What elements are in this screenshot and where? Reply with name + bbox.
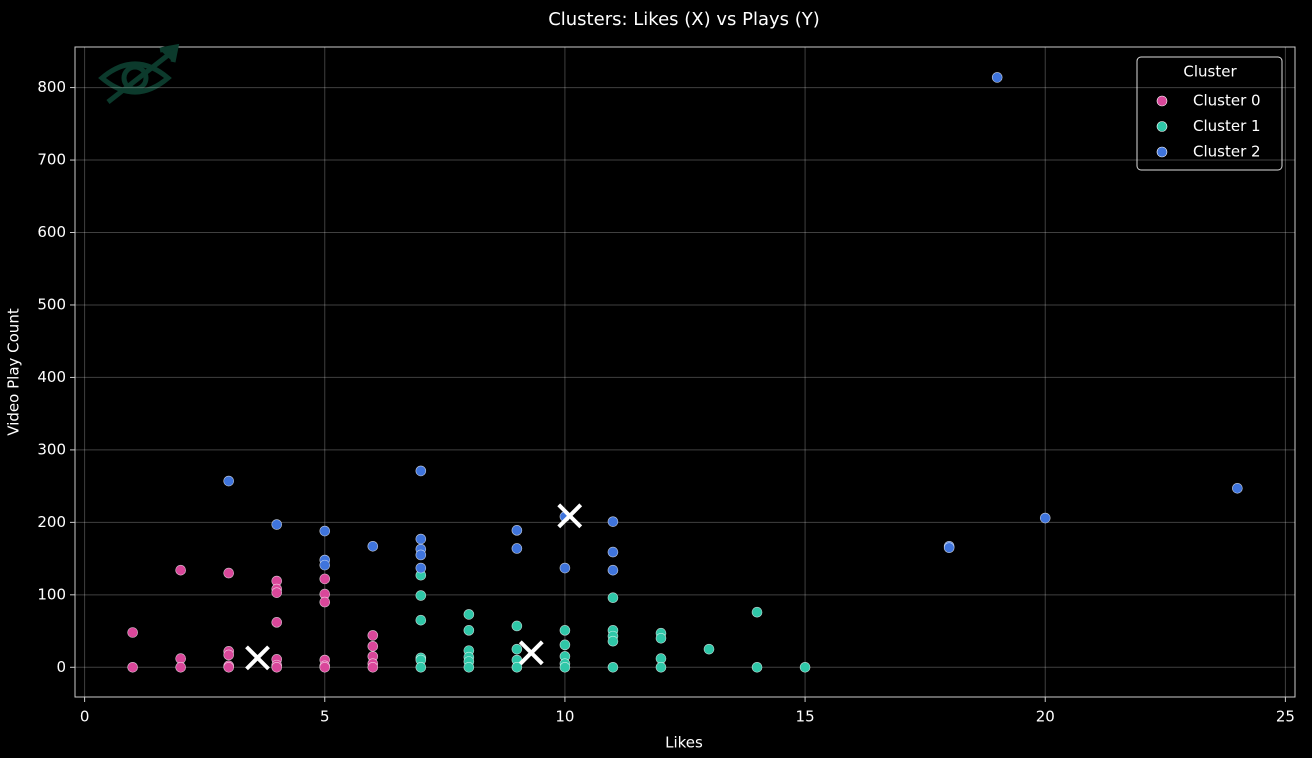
data-point	[271, 587, 283, 598]
y-tick-label: 700	[37, 151, 66, 169]
y-tick-label: 200	[37, 513, 66, 531]
legend: Cluster Cluster 0 Cluster 1 Cluster 2	[1136, 56, 1283, 171]
data-point	[415, 562, 427, 574]
data-point	[511, 661, 523, 673]
data-point	[511, 620, 523, 632]
data-point	[463, 625, 475, 636]
data-point	[367, 630, 379, 641]
data-point	[559, 639, 571, 651]
y-tick-label: 600	[37, 223, 66, 241]
data-point	[751, 606, 763, 618]
data-point	[319, 596, 331, 608]
data-point	[463, 609, 475, 620]
data-point	[703, 643, 715, 655]
legend-marker	[1156, 95, 1168, 107]
x-axis-label: Likes	[665, 734, 703, 752]
data-point	[319, 573, 331, 585]
data-point	[415, 533, 427, 545]
y-tick-label: 100	[37, 585, 66, 603]
y-tick-label: 0	[56, 658, 66, 676]
data-point	[415, 661, 427, 673]
data-point	[943, 542, 955, 554]
data-point	[367, 540, 379, 552]
x-tick-label: 20	[1036, 708, 1055, 726]
legend-label: Cluster 2	[1193, 143, 1261, 161]
legend-marker	[1156, 146, 1168, 158]
data-point	[559, 661, 571, 673]
chart-title: Clusters: Likes (X) vs Plays (Y)	[548, 9, 820, 30]
data-point	[751, 661, 763, 673]
x-tick-label: 15	[796, 708, 815, 726]
centroid-marker	[518, 640, 544, 666]
data-point	[559, 625, 571, 636]
data-point	[607, 516, 619, 527]
data-point	[1232, 483, 1243, 494]
data-point	[175, 564, 186, 576]
centroid-marker	[245, 645, 270, 671]
data-point	[127, 627, 138, 638]
data-point	[415, 549, 427, 561]
legend-marker	[1156, 121, 1168, 132]
data-point	[223, 661, 235, 673]
data-point	[511, 543, 523, 554]
data-point	[511, 643, 523, 655]
y-tick-label: 300	[37, 440, 66, 458]
data-point	[607, 635, 619, 647]
legend-box	[1136, 56, 1283, 171]
centroid-marker	[557, 503, 583, 529]
x-tick-label: 25	[1276, 708, 1295, 726]
legend-title: Cluster	[1183, 63, 1237, 81]
data-point	[415, 614, 427, 626]
data-point	[607, 661, 619, 673]
data-point	[415, 465, 427, 477]
data-point	[271, 617, 283, 628]
plot-frame	[74, 46, 1296, 698]
legend-label: Cluster 1	[1193, 117, 1261, 135]
data-point	[607, 564, 619, 576]
y-tick-label: 400	[37, 368, 66, 386]
legend-label: Cluster 0	[1193, 92, 1261, 110]
logo	[98, 43, 180, 104]
x-tick-label: 10	[555, 708, 574, 726]
data-point	[415, 590, 427, 601]
data-point	[127, 661, 138, 673]
y-tick-label: 800	[37, 78, 66, 96]
data-point	[271, 661, 283, 673]
data-point	[367, 640, 379, 652]
data-point	[367, 661, 379, 673]
data-point	[607, 546, 619, 558]
data-point	[319, 525, 331, 537]
data-point	[1039, 512, 1051, 524]
data-point	[271, 519, 283, 530]
data-point	[175, 661, 186, 673]
data-point	[991, 72, 1003, 83]
data-point	[607, 592, 619, 604]
data-point	[799, 661, 811, 673]
data-point	[223, 475, 235, 487]
data-point	[463, 661, 475, 673]
data-point	[655, 633, 667, 644]
x-tick-label: 5	[320, 708, 330, 726]
x-tick-label: 0	[80, 708, 90, 726]
data-point	[223, 649, 235, 661]
data-point	[223, 567, 235, 579]
data-point	[511, 525, 523, 536]
data-point	[319, 559, 331, 571]
data-point	[319, 661, 331, 673]
data-point	[559, 562, 571, 574]
data-point	[655, 661, 667, 673]
y-tick-label: 500	[37, 295, 66, 313]
y-axis-label: Video Play Count	[5, 308, 23, 436]
